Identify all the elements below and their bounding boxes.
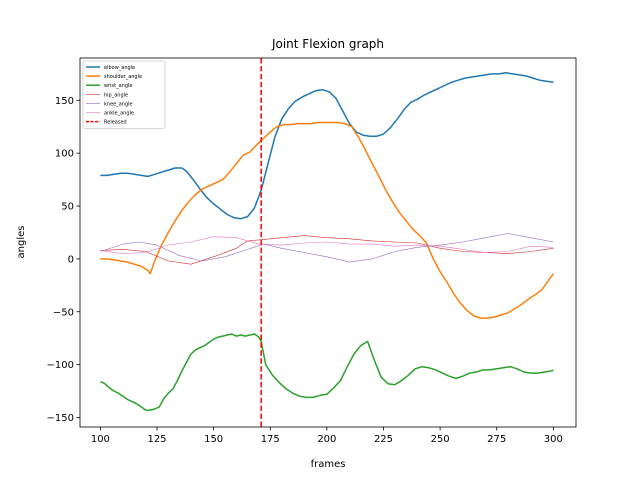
legend-label: Released <box>104 120 127 126</box>
series-line-hip-angle <box>100 235 554 265</box>
series-line-elbow-angle <box>100 72 554 220</box>
legend-label: shoulder_angle <box>104 74 142 80</box>
legend-label: wrist_angle <box>104 83 132 89</box>
y-tick-label: −100 <box>47 360 74 371</box>
legend-box <box>82 60 166 130</box>
x-tick-label: 100 <box>91 434 110 445</box>
y-tick-label: 50 <box>61 202 74 213</box>
y-tick-label: 150 <box>55 96 74 107</box>
plot-area <box>100 58 555 427</box>
series-line-shoulder-angle <box>100 121 555 319</box>
x-tick-label: 150 <box>204 434 223 445</box>
legend-label: knee_angle <box>104 101 133 107</box>
x-tick-label: 200 <box>317 434 336 445</box>
x-tick-label: 300 <box>544 434 563 445</box>
y-tick-label: −50 <box>53 307 74 318</box>
x-tick-label: 275 <box>487 434 506 445</box>
y-axis-label: angles <box>16 226 27 259</box>
series-line-knee-angle <box>100 233 554 263</box>
series-line-wrist-angle <box>100 333 554 411</box>
legend-label: elbow_angle <box>104 65 135 71</box>
legend: elbow_angle shoulder_angle wrist_angle hip_… <box>82 60 166 130</box>
y-tick-label: 100 <box>55 149 74 160</box>
series-line-ankle-angle <box>100 236 554 254</box>
axes: 100 125 150 175 200 225 250 275 300 −150 −100 −50 0 5… <box>47 96 563 445</box>
x-tick-label: 250 <box>431 434 450 445</box>
plot-frame <box>79 57 577 428</box>
chart-title: Joint Flexion graph <box>271 37 384 51</box>
y-tick-label: 0 <box>68 254 74 265</box>
x-tick-label: 225 <box>374 434 393 445</box>
y-tick-label: −150 <box>47 413 74 424</box>
legend-label: hip_angle <box>104 92 128 98</box>
x-tick-label: 175 <box>261 434 280 445</box>
legend-label: ankle_angle <box>104 111 134 117</box>
x-tick-label: 125 <box>147 434 166 445</box>
x-axis-label: frames <box>311 459 346 470</box>
